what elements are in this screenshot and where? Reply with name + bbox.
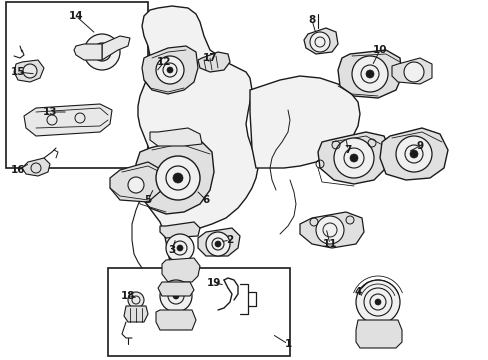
Text: 19: 19 bbox=[206, 278, 221, 288]
Polygon shape bbox=[317, 132, 389, 184]
Polygon shape bbox=[14, 60, 44, 82]
Text: 14: 14 bbox=[68, 11, 83, 21]
Text: 18: 18 bbox=[121, 291, 135, 301]
Polygon shape bbox=[110, 162, 162, 202]
Text: 12: 12 bbox=[157, 57, 171, 67]
Circle shape bbox=[177, 245, 183, 251]
Circle shape bbox=[128, 177, 143, 193]
Polygon shape bbox=[74, 44, 102, 60]
Circle shape bbox=[365, 70, 373, 78]
Circle shape bbox=[165, 234, 194, 262]
Circle shape bbox=[160, 280, 192, 312]
Polygon shape bbox=[124, 306, 148, 322]
Polygon shape bbox=[24, 104, 112, 136]
Circle shape bbox=[395, 136, 431, 172]
Polygon shape bbox=[158, 282, 194, 296]
Bar bbox=[6, 2, 148, 168]
Circle shape bbox=[351, 56, 387, 92]
Circle shape bbox=[374, 299, 380, 305]
Circle shape bbox=[309, 32, 329, 52]
Polygon shape bbox=[160, 222, 200, 238]
Circle shape bbox=[205, 232, 229, 256]
Polygon shape bbox=[102, 36, 130, 60]
Text: 17: 17 bbox=[202, 53, 217, 63]
Circle shape bbox=[349, 154, 357, 162]
Polygon shape bbox=[156, 310, 196, 330]
Polygon shape bbox=[22, 158, 50, 176]
Polygon shape bbox=[150, 128, 202, 146]
Circle shape bbox=[409, 150, 417, 158]
Polygon shape bbox=[162, 258, 200, 282]
Text: 2: 2 bbox=[226, 235, 233, 245]
Text: 6: 6 bbox=[202, 195, 209, 205]
Text: 5: 5 bbox=[144, 195, 151, 205]
Circle shape bbox=[167, 67, 173, 73]
Text: 10: 10 bbox=[372, 45, 386, 55]
Circle shape bbox=[156, 156, 200, 200]
Circle shape bbox=[403, 62, 423, 82]
Text: 13: 13 bbox=[42, 107, 57, 117]
Polygon shape bbox=[304, 28, 337, 54]
Text: 16: 16 bbox=[11, 165, 25, 175]
Polygon shape bbox=[142, 46, 198, 94]
Polygon shape bbox=[355, 320, 401, 348]
Polygon shape bbox=[379, 128, 447, 180]
Circle shape bbox=[333, 138, 373, 178]
Circle shape bbox=[23, 64, 37, 78]
Bar bbox=[108, 268, 289, 356]
Polygon shape bbox=[198, 52, 229, 72]
Text: 7: 7 bbox=[344, 145, 351, 155]
Text: 4: 4 bbox=[354, 287, 361, 297]
Polygon shape bbox=[249, 76, 359, 168]
Polygon shape bbox=[299, 212, 363, 248]
Circle shape bbox=[315, 216, 343, 244]
Text: 9: 9 bbox=[416, 141, 423, 151]
Circle shape bbox=[84, 34, 120, 70]
Polygon shape bbox=[138, 6, 258, 264]
Polygon shape bbox=[198, 228, 240, 256]
Polygon shape bbox=[136, 140, 214, 214]
Circle shape bbox=[215, 241, 221, 247]
Text: 8: 8 bbox=[308, 15, 315, 25]
Text: 15: 15 bbox=[11, 67, 25, 77]
Circle shape bbox=[355, 280, 399, 324]
Text: 1: 1 bbox=[284, 339, 291, 349]
Text: 11: 11 bbox=[322, 239, 337, 249]
Text: 3: 3 bbox=[168, 245, 175, 255]
Polygon shape bbox=[337, 50, 401, 98]
Circle shape bbox=[156, 56, 183, 84]
Circle shape bbox=[98, 48, 106, 56]
Polygon shape bbox=[391, 58, 431, 84]
Circle shape bbox=[173, 173, 183, 183]
Circle shape bbox=[128, 292, 143, 308]
Circle shape bbox=[173, 293, 179, 299]
